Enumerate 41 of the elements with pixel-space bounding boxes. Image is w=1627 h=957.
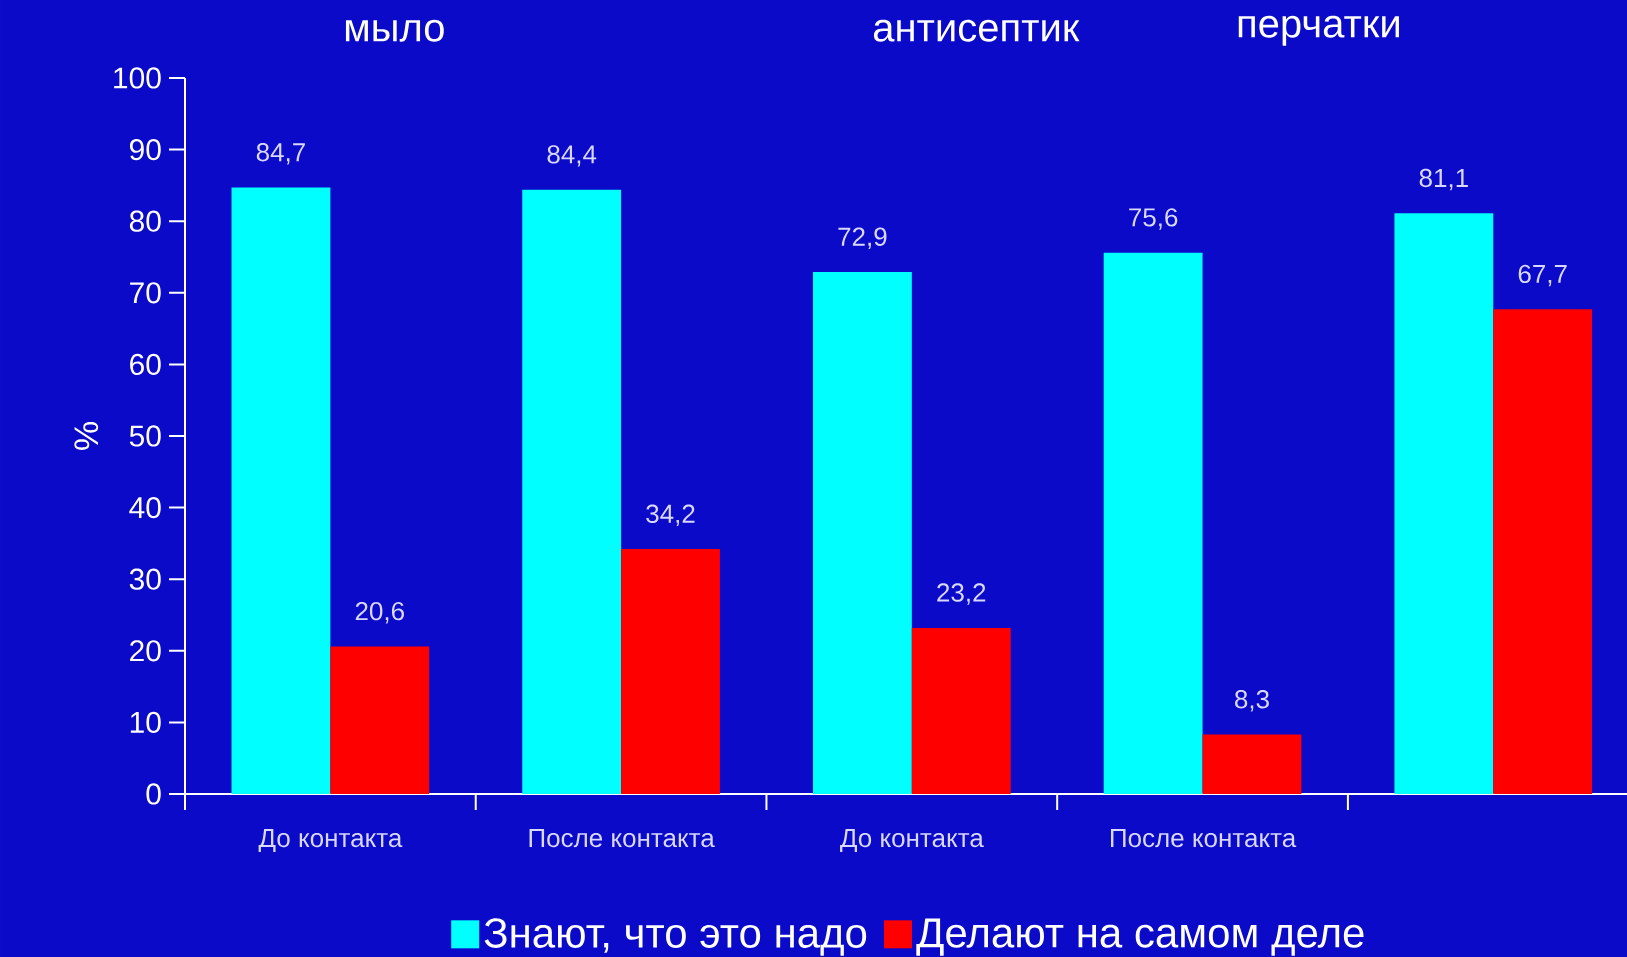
legend-label: Делают на самом деле [916,918,1364,956]
data-label: 81,1 [1419,168,1468,191]
legend-label: Знают, что это надо [484,918,867,956]
bar [330,646,430,794]
data-label: 75,6 [1129,208,1178,230]
y-tick-label: 50 [129,425,161,447]
y-tick-label: 90 [129,138,161,161]
y-tick-label: 30 [129,568,161,590]
bar [911,627,1011,794]
bar [1202,734,1302,794]
y-tick-label: 10 [130,711,161,733]
bar [1394,213,1494,794]
bar [812,272,912,794]
x-tick-label: После контакта [529,829,715,848]
bar [1493,309,1593,794]
text: перчатки [1238,15,1399,46]
data-label: 20,6 [355,601,404,624]
data-label: 67,7 [1518,264,1567,287]
data-label: 72,9 [838,227,887,249]
y-tick-label: 70 [130,282,161,304]
x-tick-label: До контакта [840,829,984,853]
y-tick-label: 0 [146,783,161,805]
data-label: 23,2 [937,583,986,605]
bar [621,549,720,794]
bar [231,187,331,794]
y-tick-label: 80 [129,210,161,232]
y-tick-label: 100 [114,67,161,89]
text: антисептик [873,19,1080,42]
text: мыло [345,19,444,42]
y-tick-label: 20 [130,640,161,662]
y-tick-label: 60 [130,353,161,375]
y-tick-label: 40 [129,496,161,519]
data-label: 84,7 [256,142,305,165]
bar [1103,252,1203,794]
data-label: 34,2 [646,504,695,527]
data-label: 8,3 [1235,690,1269,712]
x-tick-label: После контакта [1111,829,1297,848]
x-tick-label: До контакта [258,829,403,853]
bar [522,189,622,794]
data-label: 84,4 [547,145,597,167]
y-axis-title: % [74,422,99,450]
